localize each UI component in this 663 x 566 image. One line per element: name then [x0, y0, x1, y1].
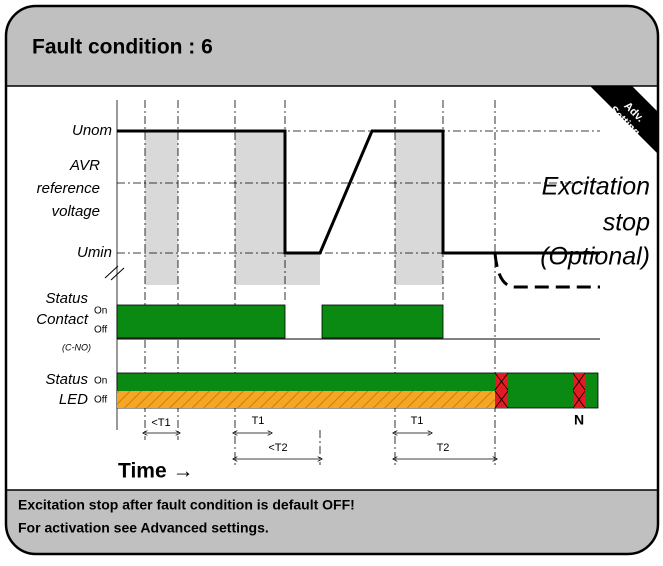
footer-text: For activation see Advanced settings. [18, 520, 269, 536]
marker: N [574, 412, 584, 428]
status-label: Status [45, 290, 88, 307]
status-label: Status [45, 371, 88, 388]
timing-label: T1 [411, 415, 424, 427]
timing-label: <T1 [151, 417, 170, 429]
contact-sub: (C-NO) [62, 342, 91, 352]
voltage-line [117, 129, 600, 255]
contact-on [116, 304, 444, 339]
excitation-text: (Optional) [540, 243, 650, 271]
timing-label: T2 [437, 442, 450, 454]
on-label: On [94, 306, 107, 317]
led-label: LED [59, 391, 88, 408]
fault-regions [145, 131, 443, 285]
level-label: Umin [77, 244, 112, 261]
contact-label: Contact [36, 311, 89, 328]
led-flash [494, 372, 586, 409]
timing-label: <T2 [268, 442, 287, 454]
led-off [117, 391, 495, 408]
off-label: Off [94, 325, 107, 336]
on-label: On [94, 376, 107, 387]
level-label: voltage [52, 203, 100, 220]
title: Fault condition : 6 [32, 36, 213, 59]
excitation-text: stop [603, 209, 650, 237]
footer-band [6, 490, 658, 554]
badge [590, 86, 658, 159]
guides [117, 100, 600, 465]
timing-label: T1 [252, 415, 265, 427]
excitation-line [493, 252, 600, 289]
excitation-text: Excitation [542, 173, 650, 201]
off-label: Off [94, 395, 107, 406]
level-label: Unom [72, 122, 112, 139]
header-band [6, 6, 658, 86]
level-label: AVR [69, 157, 100, 174]
panel-border [4, 4, 660, 556]
footer-text: Excitation stop after fault condition is… [18, 497, 355, 513]
level-label: reference [37, 180, 100, 197]
time-label: Time → [118, 460, 193, 483]
axis-break [104, 265, 125, 281]
